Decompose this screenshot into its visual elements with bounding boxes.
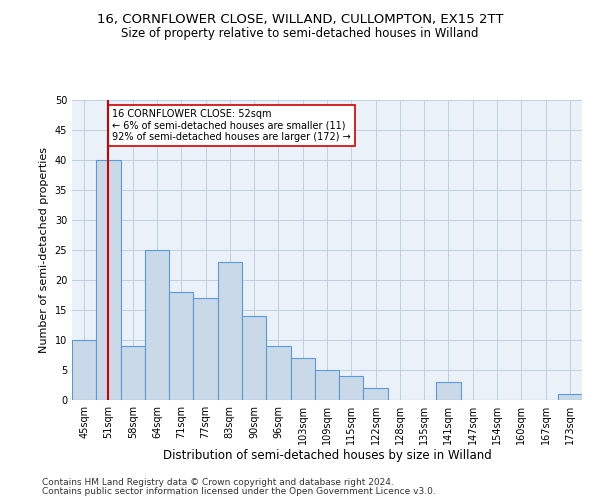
Bar xyxy=(242,316,266,400)
Bar xyxy=(339,376,364,400)
Bar xyxy=(145,250,169,400)
Bar xyxy=(121,346,145,400)
Bar xyxy=(193,298,218,400)
Text: 16, CORNFLOWER CLOSE, WILLAND, CULLOMPTON, EX15 2TT: 16, CORNFLOWER CLOSE, WILLAND, CULLOMPTO… xyxy=(97,12,503,26)
Y-axis label: Number of semi-detached properties: Number of semi-detached properties xyxy=(39,147,49,353)
Bar xyxy=(364,388,388,400)
Text: 16 CORNFLOWER CLOSE: 52sqm
← 6% of semi-detached houses are smaller (11)
92% of : 16 CORNFLOWER CLOSE: 52sqm ← 6% of semi-… xyxy=(112,109,351,142)
Bar xyxy=(558,394,582,400)
Bar xyxy=(72,340,96,400)
Text: Size of property relative to semi-detached houses in Willand: Size of property relative to semi-detach… xyxy=(121,28,479,40)
Bar xyxy=(315,370,339,400)
Bar xyxy=(96,160,121,400)
Bar xyxy=(436,382,461,400)
Bar xyxy=(169,292,193,400)
Text: Contains HM Land Registry data © Crown copyright and database right 2024.: Contains HM Land Registry data © Crown c… xyxy=(42,478,394,487)
Bar xyxy=(218,262,242,400)
Text: Distribution of semi-detached houses by size in Willand: Distribution of semi-detached houses by … xyxy=(163,448,491,462)
Bar xyxy=(290,358,315,400)
Bar xyxy=(266,346,290,400)
Text: Contains public sector information licensed under the Open Government Licence v3: Contains public sector information licen… xyxy=(42,486,436,496)
